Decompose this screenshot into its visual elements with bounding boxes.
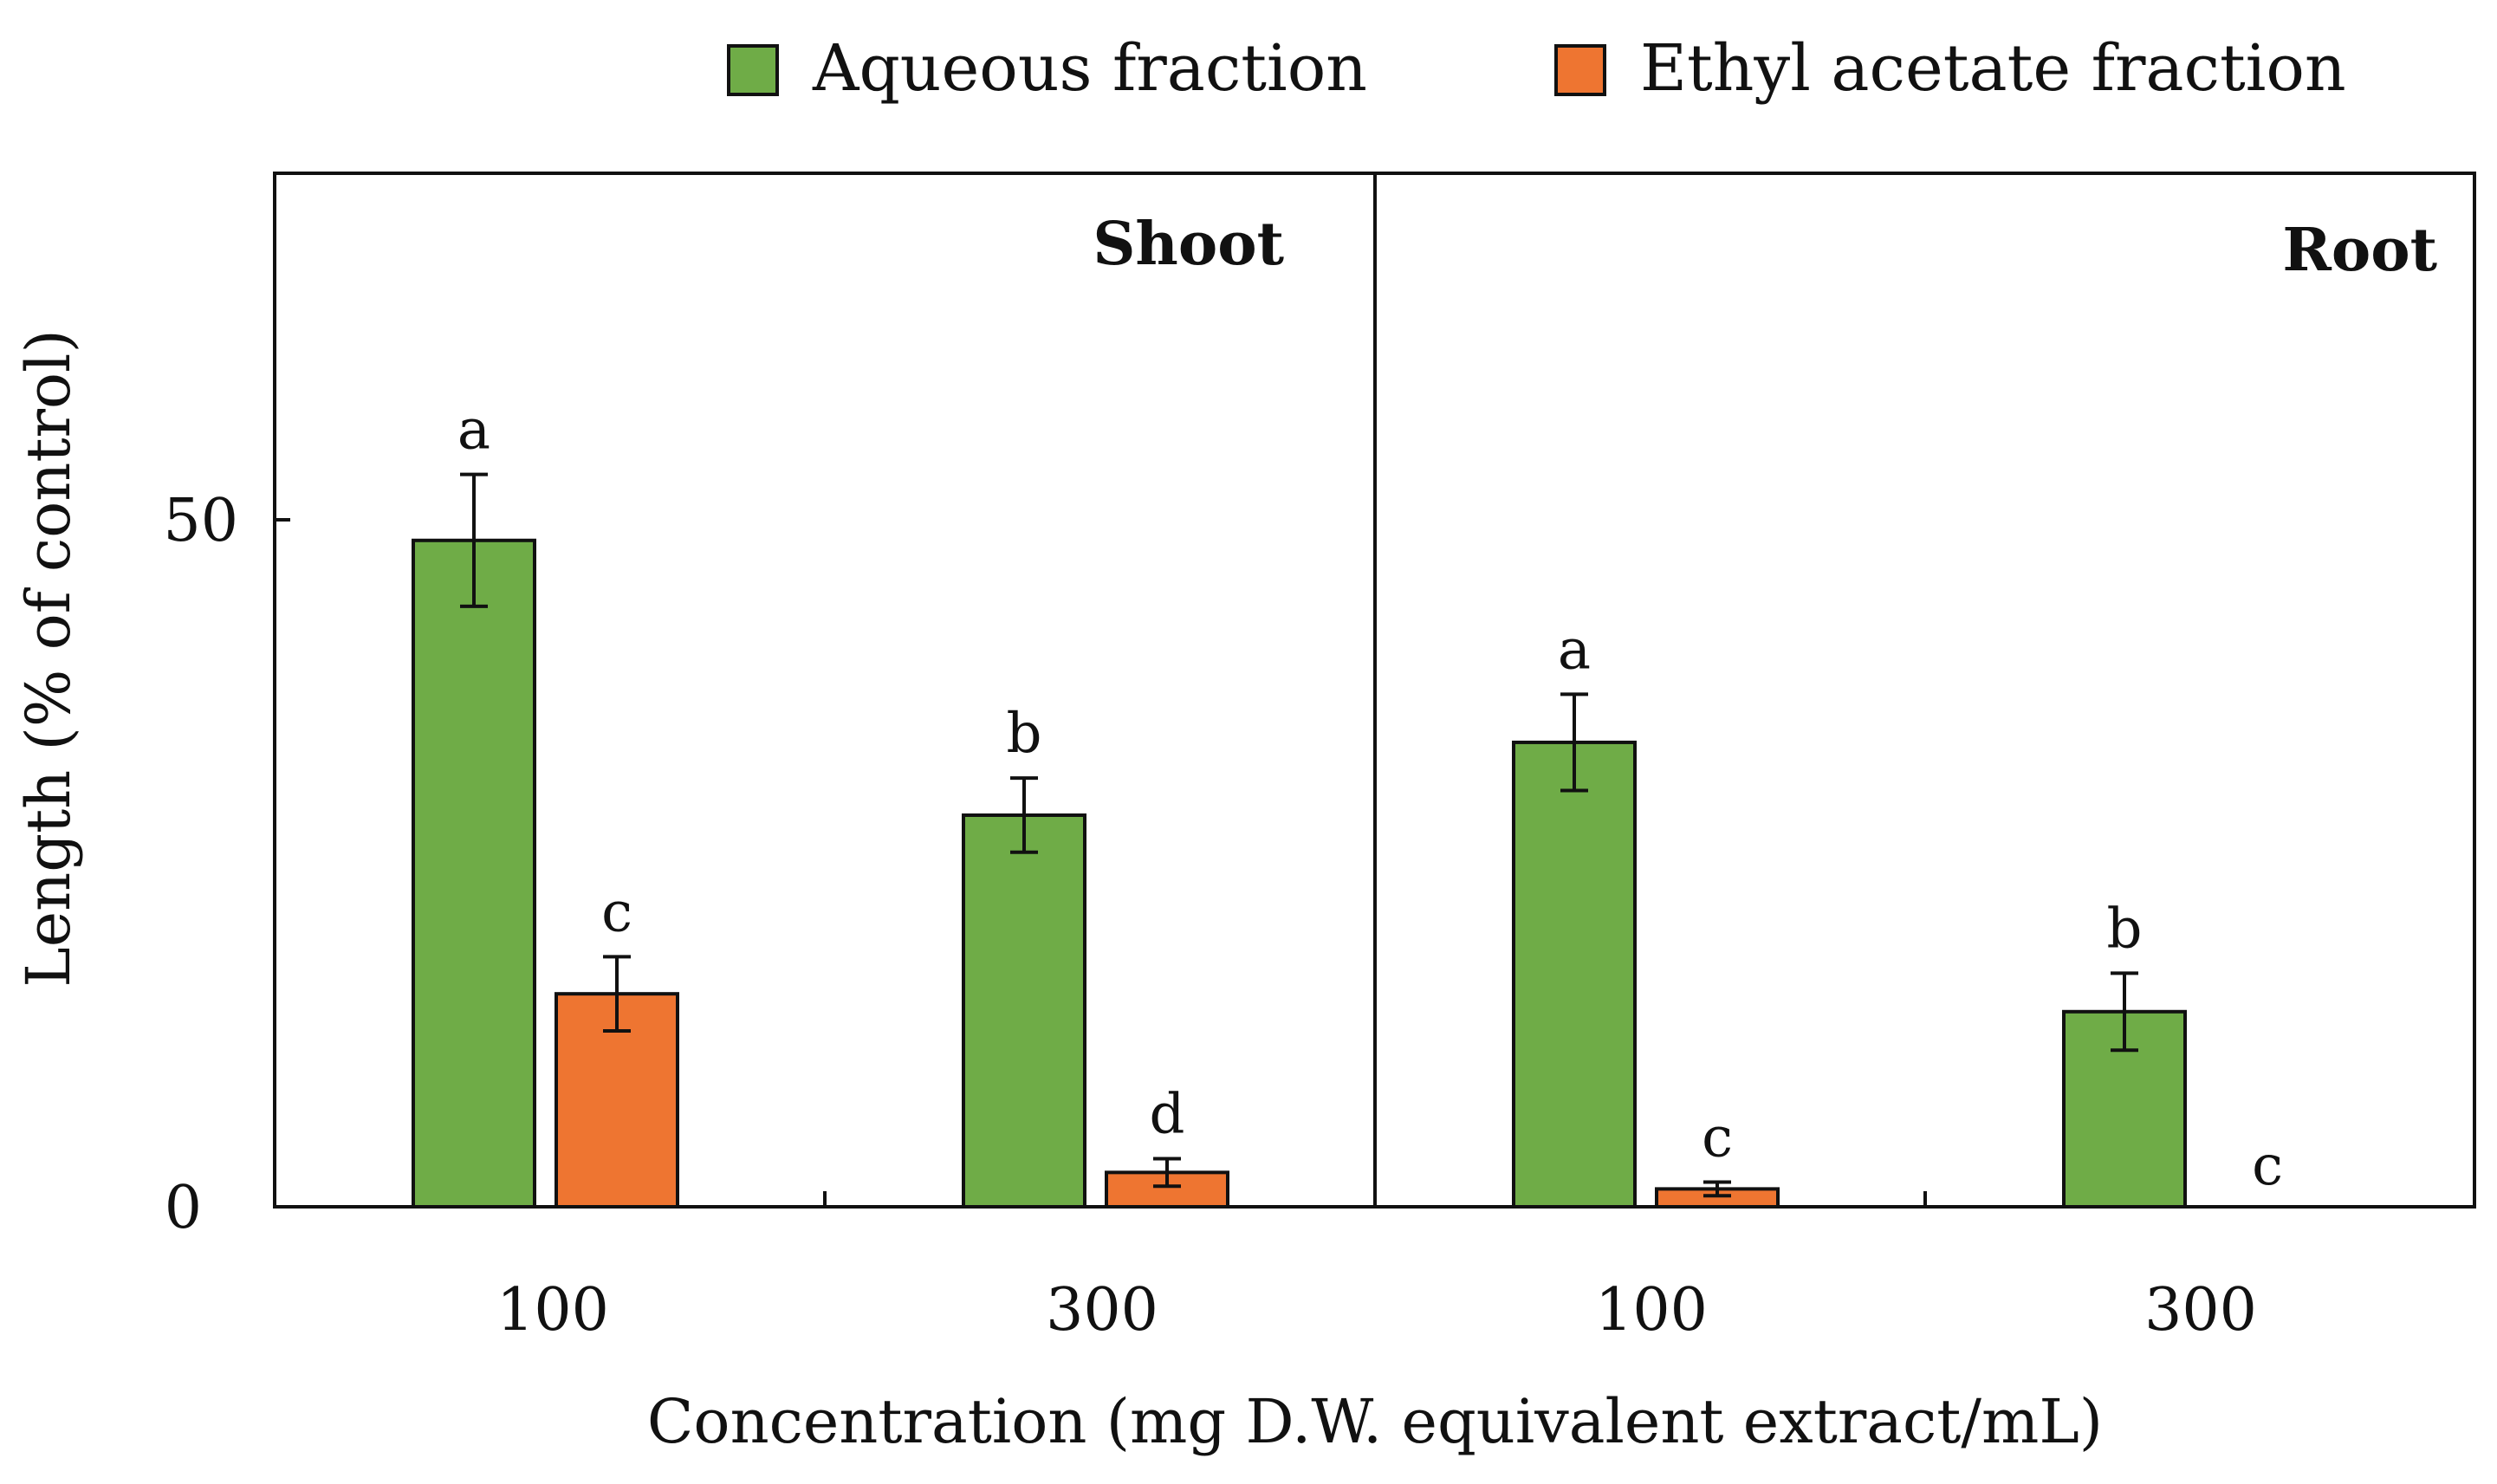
- significance-label-root-100-aqueous: a: [1558, 618, 1591, 682]
- bar-root-100-aqueous: [1512, 740, 1637, 1209]
- bar-shoot-300-aqueous: [962, 813, 1086, 1209]
- y-axis-title: Length (% of control): [13, 329, 84, 988]
- x-tick-label-shoot-300: 300: [1046, 1276, 1158, 1345]
- x-tick-label-root-100: 100: [1595, 1276, 1708, 1345]
- panel-label-root: Root: [2282, 216, 2437, 285]
- legend-label-ethyl-acetate: Ethyl acetate fraction: [1640, 31, 2346, 106]
- x-tick-label-shoot-100: 100: [496, 1276, 609, 1345]
- error-bar-shoot-100-aqueous: [460, 472, 488, 608]
- error-bar-root-300-aqueous: [2111, 971, 2138, 1053]
- significance-label-root-100-ethyl-acetate: c: [1702, 1105, 1733, 1170]
- error-bar-shoot-100-ethyl-acetate: [603, 955, 631, 1033]
- y-tick-label-0: 0: [165, 1174, 202, 1242]
- bars-layer: a c b d a c b c: [412, 399, 2283, 1209]
- panel-label-shoot: Shoot: [1093, 210, 1284, 279]
- legend: Aqueous fraction Ethyl acetate fraction: [727, 31, 2346, 106]
- legend-label-aqueous: Aqueous fraction: [812, 31, 1367, 106]
- significance-label-shoot-300-aqueous: b: [1007, 702, 1042, 766]
- error-bar-shoot-300-aqueous: [1010, 776, 1038, 854]
- error-bar-root-100-ethyl-acetate: [1703, 1180, 1731, 1198]
- bar-shoot-100-aqueous: [412, 538, 536, 1209]
- y-axis: 50 0: [163, 487, 290, 1242]
- significance-label-shoot-100-ethyl-acetate: c: [601, 880, 632, 944]
- bar-shoot-300-ethyl-acetate: [1105, 1170, 1229, 1209]
- x-tick-label-root-300: 300: [2144, 1276, 2257, 1345]
- error-bar-root-100-aqueous: [1560, 692, 1588, 793]
- x-axis-categories: 100 300 100 300: [496, 1276, 2257, 1345]
- error-bar-shoot-300-ethyl-acetate: [1153, 1157, 1181, 1189]
- plot-frame: [273, 172, 2476, 1209]
- significance-label-root-300-ethyl-acetate: c: [2252, 1134, 2283, 1198]
- significance-label-root-300-aqueous: b: [2107, 897, 2143, 961]
- x-axis-title: Concentration (mg D.W. equivalent extrac…: [647, 1386, 2103, 1457]
- legend-swatch-ethyl-acetate: [1554, 44, 1606, 96]
- significance-label-shoot-100-aqueous: a: [457, 399, 490, 463]
- significance-label-shoot-300-ethyl-acetate: d: [1150, 1082, 1185, 1146]
- legend-swatch-aqueous: [727, 44, 779, 96]
- y-tick-label-50: 50: [163, 487, 238, 555]
